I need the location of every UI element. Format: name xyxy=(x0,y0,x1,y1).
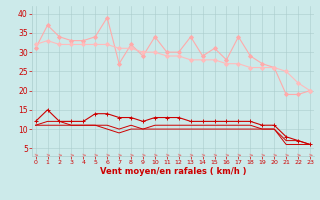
X-axis label: Vent moyen/en rafales ( km/h ): Vent moyen/en rafales ( km/h ) xyxy=(100,167,246,176)
